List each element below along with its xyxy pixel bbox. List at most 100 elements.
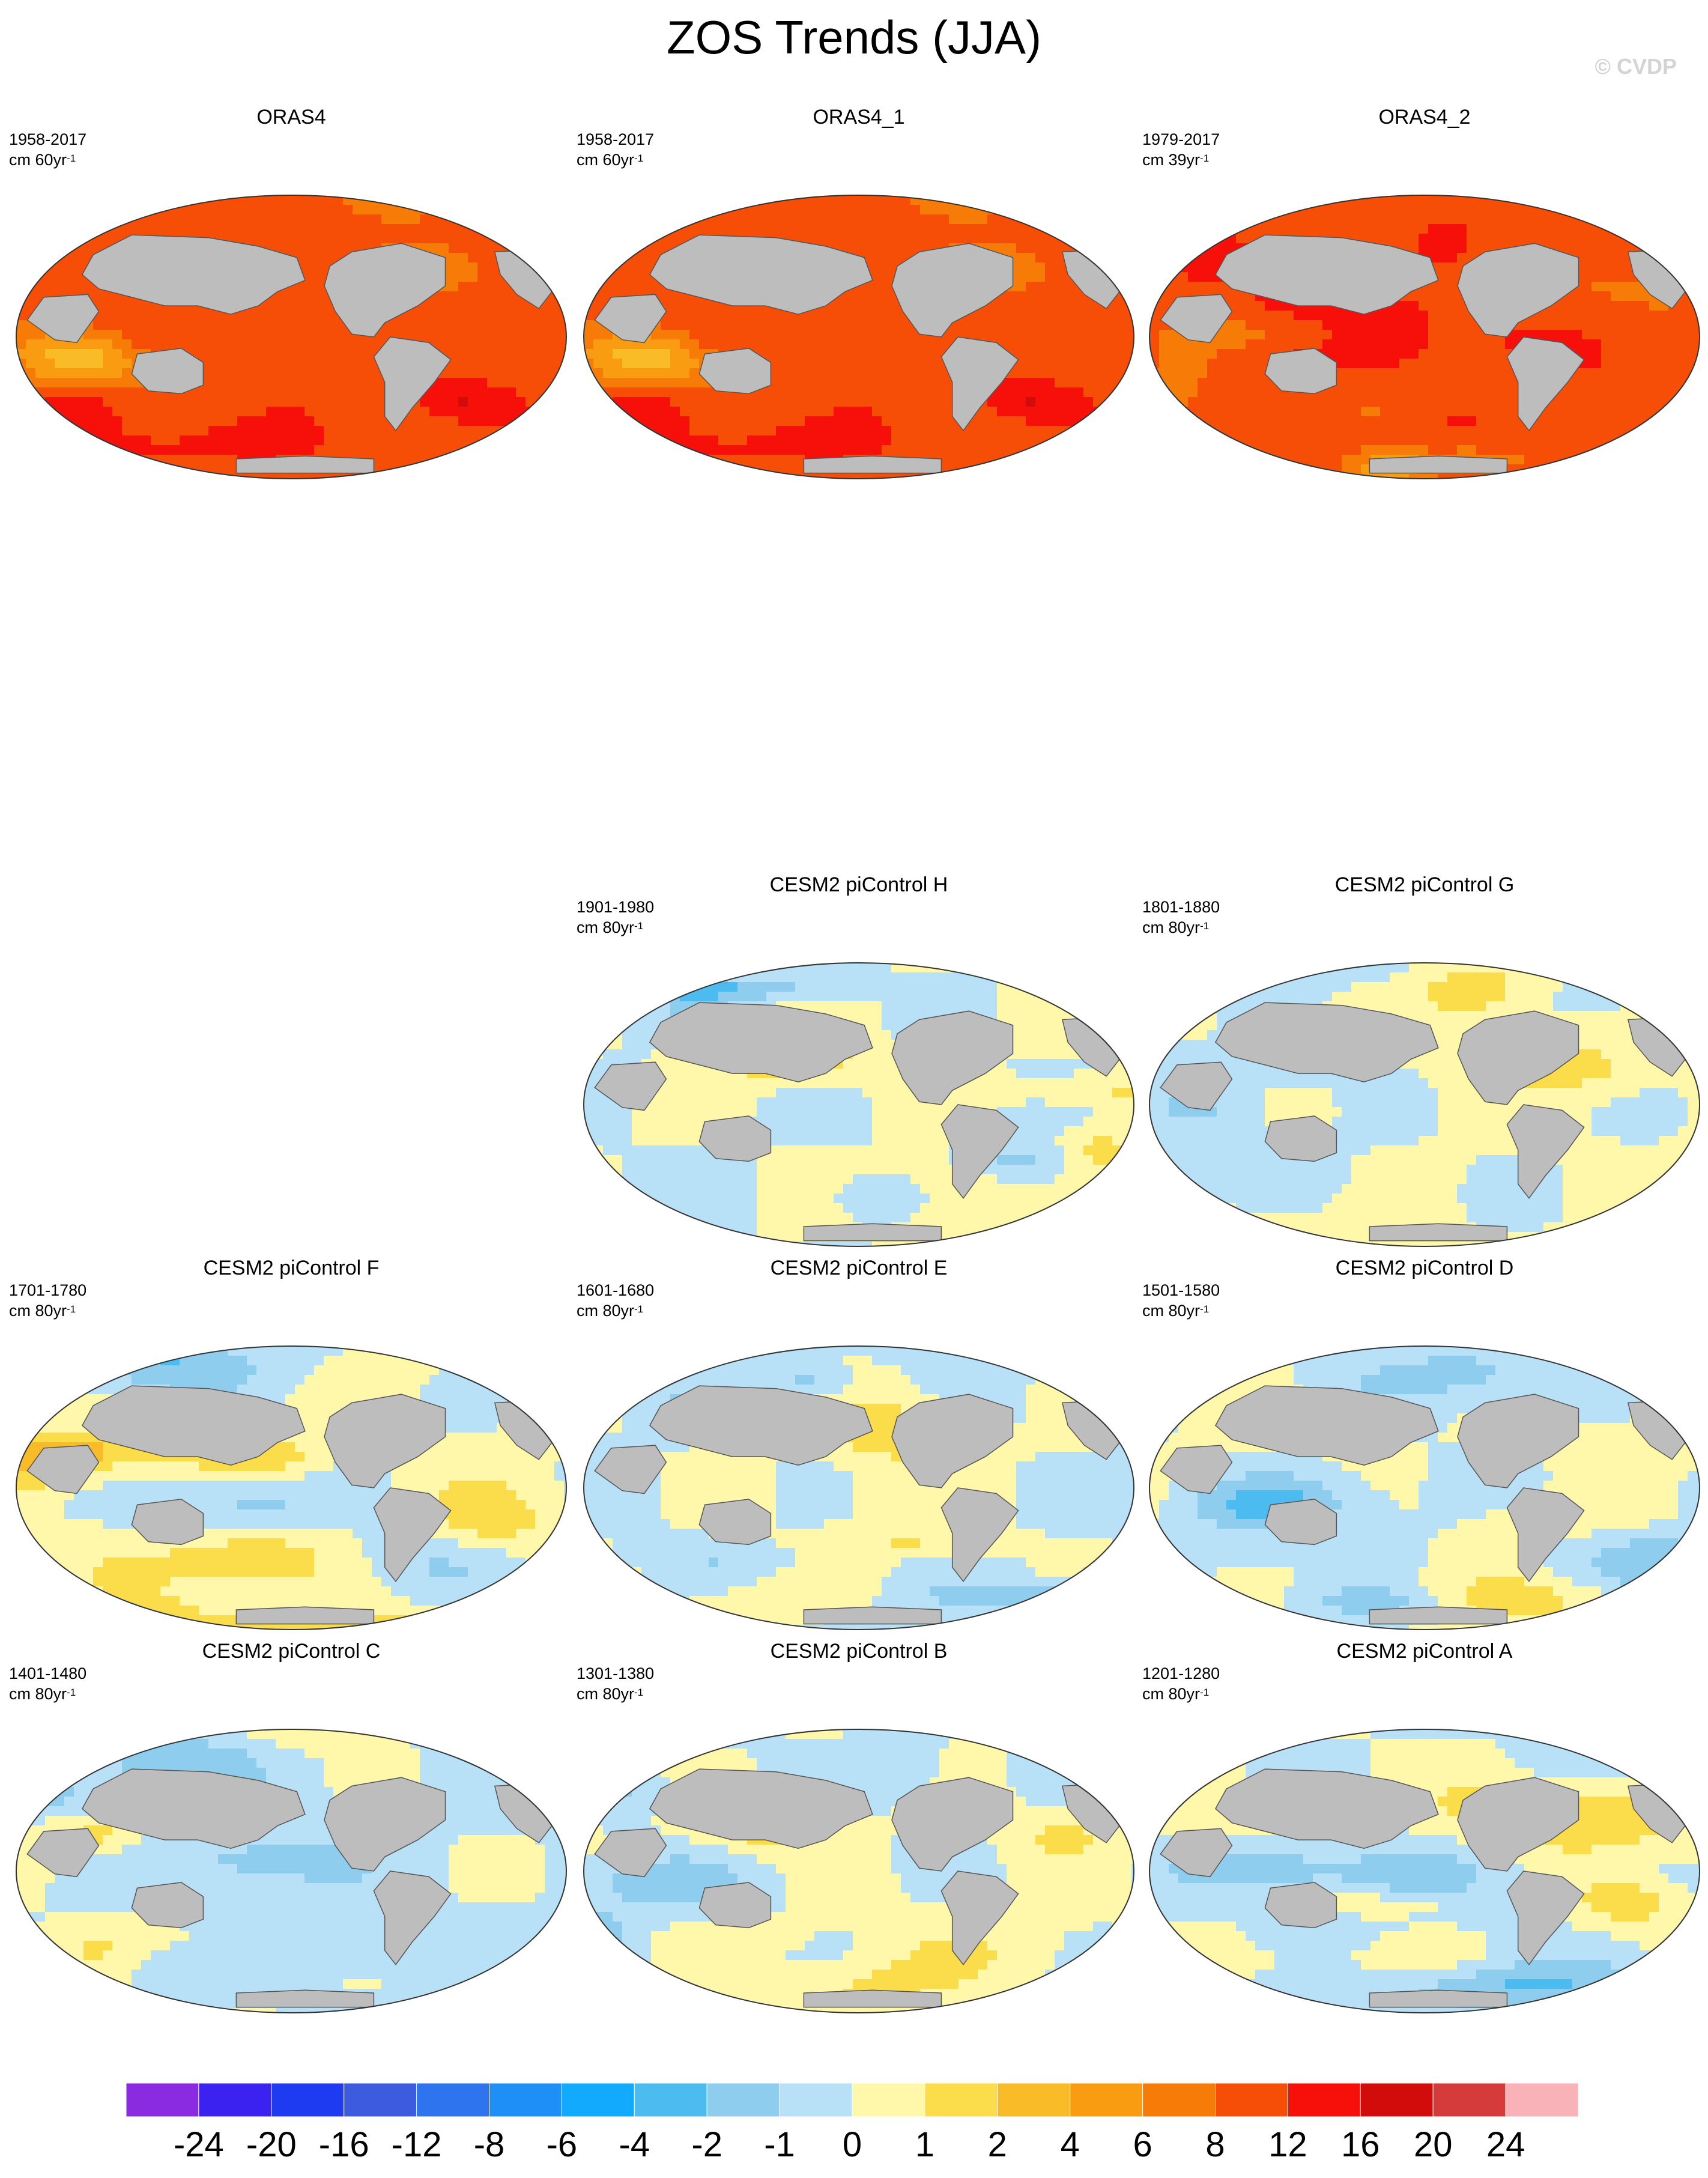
field-cell [74, 224, 84, 234]
panel-units: cm 60yr-1 [9, 150, 76, 169]
field-cell [1553, 224, 1563, 234]
field-cell [622, 282, 632, 292]
field-cell [1332, 426, 1342, 436]
field-cell [132, 224, 142, 234]
field-cell [1467, 368, 1477, 378]
field-cell [1083, 311, 1094, 321]
field-cell [728, 320, 738, 330]
field-cell [891, 253, 901, 263]
field-cell [843, 387, 853, 398]
field-cell [285, 320, 295, 330]
field-cell [632, 359, 642, 369]
field-cell [862, 397, 873, 407]
field-cell [1207, 205, 1217, 215]
field-cell [1016, 407, 1026, 417]
field-cell [1457, 205, 1467, 215]
field-cell [1035, 282, 1046, 292]
panel-title: ORAS4_1 [813, 106, 905, 129]
field-cell [1438, 330, 1448, 340]
field-cell [805, 387, 815, 398]
field-cell [26, 253, 36, 263]
field-cell [1122, 387, 1132, 398]
field-cell [603, 455, 613, 465]
field-cell [997, 311, 1007, 321]
field-cell [1149, 311, 1160, 321]
field-cell [458, 205, 468, 215]
field-cell [1457, 253, 1467, 263]
field-cell [64, 426, 74, 436]
field-cell [920, 426, 930, 436]
field-cell [680, 455, 690, 465]
field-cell [1630, 387, 1640, 398]
field-cell [958, 214, 969, 225]
field-cell [843, 320, 853, 330]
field-cell [1035, 407, 1046, 417]
field-cell [256, 359, 267, 369]
field-cell [1083, 464, 1094, 475]
field-cell [1467, 330, 1477, 340]
field-cell [1601, 387, 1611, 398]
field-cell [449, 195, 459, 205]
field-cell [1649, 195, 1659, 205]
field-cell [853, 445, 863, 455]
field-cell [401, 234, 411, 244]
field-cell [1064, 311, 1074, 321]
field-cell [295, 301, 305, 311]
field-cell [1178, 205, 1189, 215]
field-cell [1007, 339, 1017, 350]
field-cell [1178, 195, 1189, 205]
field-cell [304, 282, 315, 292]
field-cell [795, 387, 805, 398]
field-cell [834, 214, 844, 225]
field-cell [1611, 397, 1621, 407]
field-cell [1178, 426, 1189, 436]
field-cell [1476, 224, 1486, 234]
field-cell [834, 349, 844, 359]
field-cell [1630, 205, 1640, 215]
field-cell [1591, 195, 1602, 205]
field-cell [1476, 378, 1486, 388]
field-cell [112, 195, 123, 205]
field-cell [689, 435, 700, 446]
field-cell [564, 455, 566, 465]
field-cell [613, 253, 623, 263]
field-cell [1007, 291, 1017, 302]
field-cell [872, 205, 882, 215]
field-cell [170, 195, 180, 205]
field-cell [83, 195, 94, 205]
field-cell [266, 407, 276, 417]
field-cell [1342, 435, 1352, 446]
field-cell [1582, 282, 1592, 292]
field-cell [737, 339, 748, 350]
field-cell [1226, 330, 1237, 340]
field-cell [862, 445, 873, 455]
field-cell [64, 214, 74, 225]
field-cell [391, 234, 401, 244]
field-cell [1640, 368, 1650, 378]
field-cell [304, 311, 315, 321]
field-cell [1103, 368, 1113, 378]
field-cell [593, 426, 604, 436]
field-cell [506, 224, 516, 234]
field-cell [786, 224, 796, 234]
field-cell [381, 205, 392, 215]
field-cell [1178, 234, 1189, 244]
field-cell [786, 426, 796, 436]
field-cell [930, 214, 940, 225]
field-cell [1447, 407, 1458, 417]
field-cell [112, 349, 123, 359]
field-cell [189, 416, 199, 426]
field-cell [882, 262, 892, 273]
field-cell [1630, 301, 1640, 311]
field-cell [1236, 359, 1246, 369]
field-cell [1007, 224, 1017, 234]
field-cell [1688, 320, 1698, 330]
field-cell [506, 205, 516, 215]
field-cell [295, 349, 305, 359]
field-cell [208, 407, 219, 417]
field-cell [35, 426, 46, 436]
field-cell [362, 387, 372, 398]
field-cell [968, 234, 978, 244]
field-cell [112, 301, 123, 311]
field-cell [564, 224, 566, 234]
